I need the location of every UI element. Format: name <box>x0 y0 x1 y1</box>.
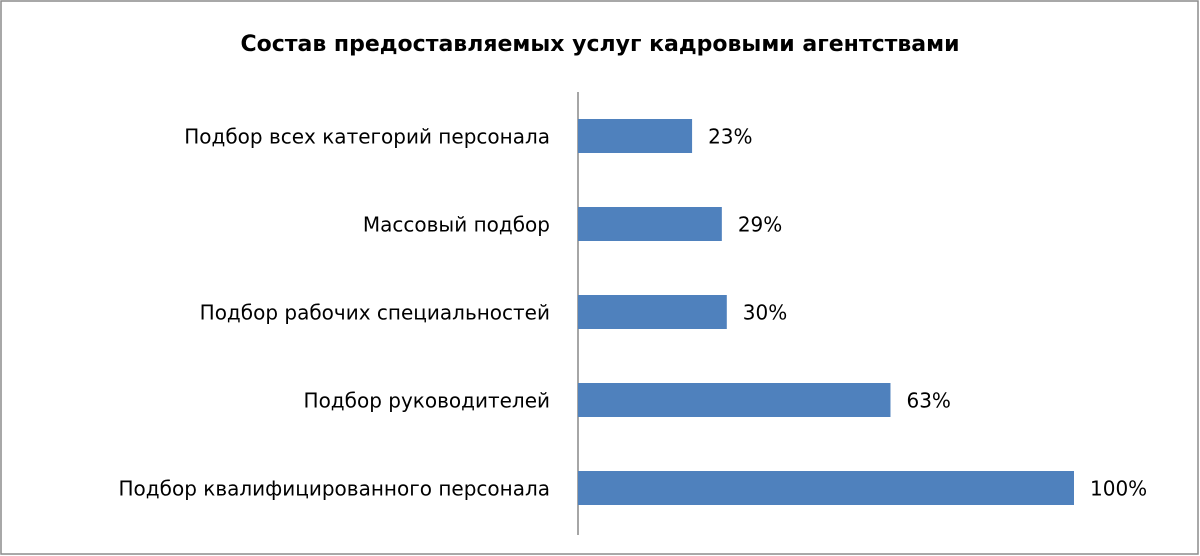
category-label: Массовый подбор <box>363 213 550 237</box>
value-label: 63% <box>906 389 950 413</box>
bar <box>578 119 693 153</box>
category-label: Подбор всех категорий персонала <box>184 125 550 149</box>
value-label: 29% <box>738 213 782 237</box>
category-label: Подбор руководителей <box>304 389 550 413</box>
chart-title: Состав предоставляемых услуг кадровыми а… <box>240 32 959 57</box>
value-label: 30% <box>743 301 787 325</box>
category-label: Подбор рабочих специальностей <box>200 301 550 325</box>
bar <box>578 383 891 417</box>
bar <box>578 295 727 329</box>
category-label: Подбор квалифицированного персонала <box>119 477 550 501</box>
value-label: 100% <box>1090 477 1147 501</box>
value-label: 23% <box>708 125 752 149</box>
bar <box>578 471 1074 505</box>
bar <box>578 207 722 241</box>
